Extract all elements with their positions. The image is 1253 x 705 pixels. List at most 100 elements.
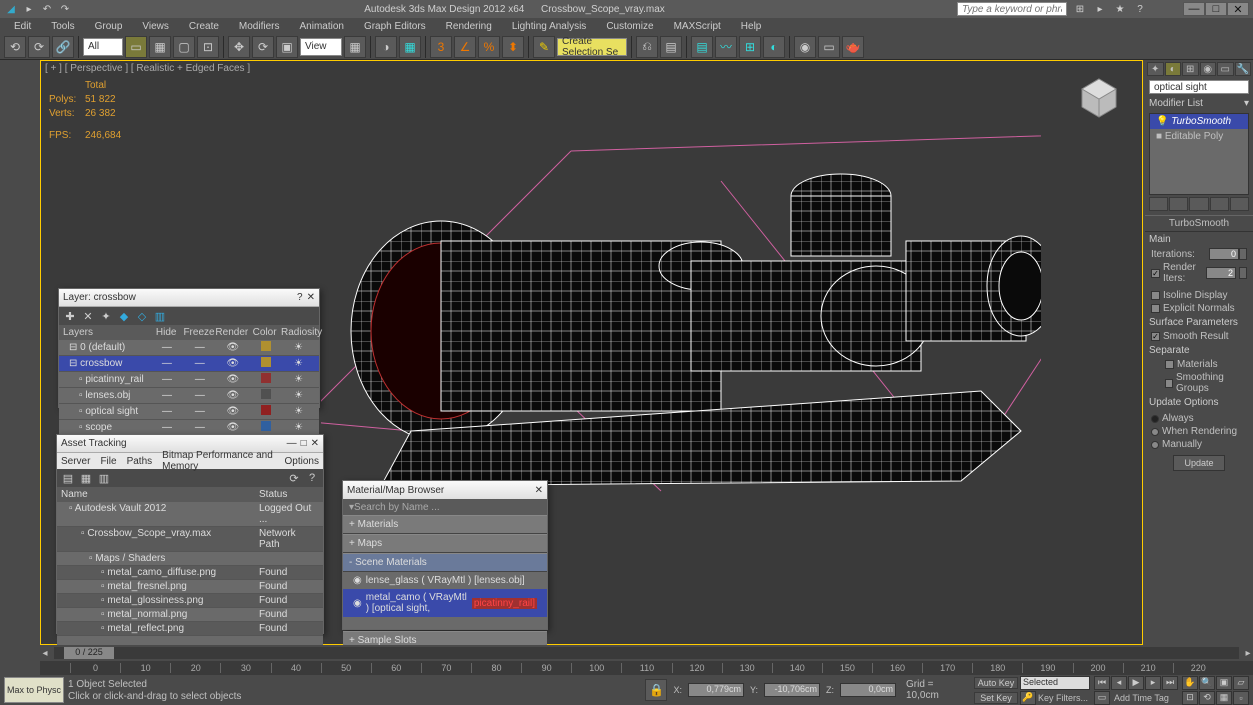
mirror-icon[interactable]: ⎌: [636, 36, 658, 58]
menu-customize[interactable]: Customize: [598, 21, 661, 32]
asset-menu-file[interactable]: File: [100, 456, 116, 467]
snap-icon[interactable]: 3: [430, 36, 452, 58]
iter-spinner[interactable]: [1239, 248, 1247, 260]
expn-check[interactable]: [1151, 304, 1160, 313]
asset-menu-options[interactable]: Options: [285, 456, 319, 467]
asset-row[interactable]: ▫ Maps / Shaders: [57, 552, 323, 566]
minimize-button[interactable]: —: [1183, 2, 1205, 16]
time-slider[interactable]: ◂ 0 / 225 ▸: [40, 645, 1253, 661]
viewcube[interactable]: [1074, 71, 1124, 121]
maxscript-mini-button[interactable]: Max to Physc: [4, 677, 64, 703]
pct-snap-icon[interactable]: %: [478, 36, 500, 58]
tl-right-icon[interactable]: ▸: [1243, 648, 1253, 659]
undo-icon[interactable]: ⟲: [4, 36, 26, 58]
hierarchy-tab-icon[interactable]: ⊞: [1182, 62, 1199, 76]
goto-end-icon[interactable]: ⏭: [1162, 676, 1178, 690]
mat-item-lense[interactable]: ◉ lense_glass ( VRayMtl ) [lenses.obj]: [343, 572, 547, 589]
col-hide[interactable]: Hide: [150, 327, 183, 338]
sepsmg-check[interactable]: [1165, 379, 1173, 388]
layers-icon[interactable]: ▤: [691, 36, 713, 58]
timetag-link[interactable]: Add Time Tag: [1114, 693, 1169, 703]
keymode-dropdown[interactable]: Selected: [1020, 676, 1090, 690]
asset-btn3-icon[interactable]: ▥: [97, 471, 111, 485]
asset-help-icon[interactable]: ?: [305, 471, 319, 485]
layer-row[interactable]: ▫ optical sight ——👁 ☀: [59, 404, 319, 420]
maximize-button[interactable]: □: [1205, 2, 1227, 16]
zoom-icon[interactable]: 🔍: [1199, 676, 1215, 690]
config-icon[interactable]: [1230, 197, 1249, 211]
layer-row[interactable]: ⊟ crossbow ——👁 ☀: [59, 356, 319, 372]
play-icon[interactable]: ▶: [1128, 676, 1144, 690]
select-name-icon[interactable]: ▦: [149, 36, 171, 58]
move-icon[interactable]: ✥: [228, 36, 250, 58]
asset-menu-server[interactable]: Server: [61, 456, 90, 467]
maxviewport-icon[interactable]: ▦: [1216, 691, 1232, 705]
layer-row[interactable]: ⊟ 0 (default) ——👁 ☀: [59, 340, 319, 356]
col-render[interactable]: Render: [215, 327, 248, 338]
fov-icon[interactable]: ▱: [1233, 676, 1249, 690]
rendersetup-icon[interactable]: ◉: [794, 36, 816, 58]
sepmat-check[interactable]: [1165, 360, 1174, 369]
mod-turbosmooth[interactable]: 💡 TurboSmooth: [1150, 114, 1248, 129]
menu-lighting[interactable]: Lighting Analysis: [504, 21, 595, 32]
renderiter-check[interactable]: ✓: [1151, 269, 1160, 278]
layer-help-icon[interactable]: ?: [297, 292, 303, 303]
mat-close-icon[interactable]: ✕: [535, 485, 543, 496]
angle-snap-icon[interactable]: ∠: [454, 36, 476, 58]
menu-animation[interactable]: Animation: [291, 21, 351, 32]
matedit-icon[interactable]: ◐: [763, 36, 785, 58]
key-icon[interactable]: 🔑: [1020, 691, 1036, 705]
zoomext-icon[interactable]: ⊡: [1182, 691, 1198, 705]
orbit-icon[interactable]: ⟲: [1199, 691, 1215, 705]
remove-mod-icon[interactable]: [1210, 197, 1229, 211]
asset-row[interactable]: ▫ metal_normal.pngFound: [57, 608, 323, 622]
rad-manual[interactable]: [1151, 441, 1159, 449]
asset-dialog[interactable]: Asset Tracking —□✕ Server File Paths Bit…: [56, 434, 324, 634]
new-layer-icon[interactable]: ✚: [63, 309, 77, 323]
help-icon[interactable]: ?: [1133, 2, 1147, 16]
rit-input[interactable]: 2: [1206, 267, 1236, 279]
menu-create[interactable]: Create: [181, 21, 227, 32]
iter-input[interactable]: 0: [1209, 248, 1239, 260]
mat-item-camo[interactable]: ◉ metal_camo ( VRayMtl ) [optical sight,…: [343, 589, 547, 617]
menu-help[interactable]: Help: [733, 21, 770, 32]
eselset-icon[interactable]: ✎: [533, 36, 555, 58]
viewport-label[interactable]: [ + ] [ Perspective ] [ Realistic + Edge…: [45, 63, 250, 74]
pan-icon[interactable]: ✋: [1182, 676, 1198, 690]
goto-start-icon[interactable]: ⏮: [1094, 676, 1110, 690]
layer-row[interactable]: ▫ lenses.obj ——👁 ☀: [59, 388, 319, 404]
col-rad[interactable]: Radiosity: [281, 327, 315, 338]
asset-menu-paths[interactable]: Paths: [127, 456, 153, 467]
smr-check[interactable]: ✓: [1151, 332, 1160, 341]
help-search[interactable]: [957, 2, 1067, 16]
align-icon[interactable]: ▤: [660, 36, 682, 58]
rad-always[interactable]: [1151, 415, 1159, 423]
render-icon[interactable]: 🫖: [842, 36, 864, 58]
utilities-tab-icon[interactable]: 🔧: [1235, 62, 1252, 76]
tl-left-icon[interactable]: ◂: [40, 648, 50, 659]
asset-min-icon[interactable]: —: [287, 438, 297, 449]
hide-layer-icon[interactable]: ▥: [153, 309, 167, 323]
keyfilters-link[interactable]: Key Filters...: [1038, 693, 1088, 703]
object-name-input[interactable]: [1149, 80, 1249, 94]
setkey-button[interactable]: Set Key: [974, 692, 1018, 704]
rotate-icon[interactable]: ⟳: [252, 36, 274, 58]
menu-maxscript[interactable]: MAXScript: [666, 21, 729, 32]
add-sel-icon[interactable]: ✦: [99, 309, 113, 323]
modifier-stack[interactable]: 💡 TurboSmooth ■ Editable Poly: [1149, 113, 1249, 195]
modlist-dropdown-icon[interactable]: ▾: [1244, 98, 1249, 109]
menu-tools[interactable]: Tools: [43, 21, 82, 32]
select-object-icon[interactable]: ▭: [125, 36, 147, 58]
scale-icon[interactable]: ▣: [276, 36, 298, 58]
qa-undo-icon[interactable]: ↶: [40, 2, 54, 16]
pin-stack-icon[interactable]: [1149, 197, 1168, 211]
menu-rendering[interactable]: Rendering: [438, 21, 500, 32]
menu-group[interactable]: Group: [87, 21, 131, 32]
star-icon[interactable]: ★: [1113, 2, 1127, 16]
layer-row[interactable]: ▫ picatinny_rail ——👁 ☀: [59, 372, 319, 388]
mat-sect-scene[interactable]: - Scene Materials: [343, 553, 547, 572]
layer-close-icon[interactable]: ✕: [307, 292, 315, 303]
window-cross-icon[interactable]: ⊡: [197, 36, 219, 58]
menu-edit[interactable]: Edit: [6, 21, 39, 32]
sel-obj-icon[interactable]: ◇: [135, 309, 149, 323]
